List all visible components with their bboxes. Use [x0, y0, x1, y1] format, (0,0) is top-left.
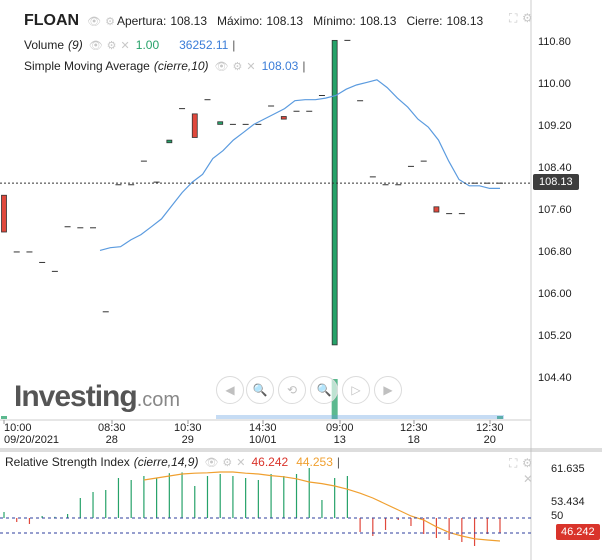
time-tick-label: 10:00 09/20/2021 [4, 422, 60, 446]
candle [166, 139, 173, 144]
logo-suffix: .com [136, 389, 181, 411]
volume-bar [497, 416, 503, 419]
scroll-right-button[interactable]: ▷ [342, 376, 370, 404]
price-tick-label: 104.40 [538, 372, 572, 384]
price-tick-label: 106.00 [538, 288, 572, 300]
candle [191, 113, 198, 138]
candles [1, 39, 503, 346]
high-label: Máximo: [217, 14, 263, 28]
volume-label: Volume [24, 38, 65, 52]
rsi-label: Relative Strength Index [5, 455, 130, 469]
price-tick-label: 107.60 [538, 204, 572, 216]
candle [433, 206, 440, 213]
fullscreen-icon[interactable]: ⛶ [509, 456, 518, 470]
rsi-tick-label: 53.434 [551, 496, 585, 509]
volume-legend: Volume (9) 👁 ⚙ ✕ 1.00 36252.11 | [24, 38, 235, 52]
open-label: Apertura: [116, 14, 167, 28]
close-icon[interactable]: ✕ [120, 39, 130, 52]
eye-icon[interactable]: 👁 [87, 15, 102, 28]
legend-divider: | [336, 455, 341, 469]
eye-icon[interactable]: 👁 [204, 456, 219, 469]
volume-value-2: 36252.11 [179, 38, 229, 52]
rsi-bars [3, 468, 501, 546]
low-label: Mínimo: [313, 14, 356, 28]
candle [1, 194, 7, 233]
high-value: 108.13 [266, 14, 304, 28]
sma-line [99, 79, 500, 251]
close-icon[interactable]: ✕ [246, 60, 256, 73]
price-tick-label: 110.00 [538, 78, 571, 90]
time-tick-label: 12:30 20 [476, 422, 504, 446]
price-tick-label: 108.40 [538, 162, 572, 174]
price-tick-label: 109.20 [538, 120, 572, 132]
zoom-out-button[interactable]: 🔍 [246, 376, 274, 404]
rsi-tick-label: 50 [551, 510, 564, 522]
legend-divider: | [232, 38, 236, 52]
eye-icon[interactable]: 👁 [214, 60, 229, 73]
reset-zoom-button[interactable]: ⟲ [278, 376, 306, 404]
sma-value: 108.03 [261, 59, 299, 73]
investing-logo: Investing.com [14, 380, 180, 414]
volume-params: (9) [68, 38, 83, 52]
legend-divider: | [302, 59, 306, 73]
time-tick-label: 09:00 13 [326, 422, 354, 446]
logo-text: Investing [14, 380, 138, 413]
go-to-end-button[interactable]: ▶ [374, 376, 402, 404]
volume-overlay-strip [216, 415, 504, 419]
eye-icon[interactable]: 👁 [88, 39, 103, 52]
time-tick-label: 10:30 29 [174, 422, 202, 446]
price-tick-label: 105.20 [538, 330, 572, 342]
rsi-legend: Relative Strength Index (cierre,14,9) 👁 … [5, 455, 340, 469]
rsi-current-tag: 46.242 [556, 524, 600, 540]
close-icon[interactable]: ✕ [236, 456, 246, 469]
sma-label: Simple Moving Average [24, 59, 150, 73]
close-icon[interactable]: ✕ [523, 472, 534, 486]
settings-icon[interactable]: ⚙ [232, 60, 243, 73]
close-label: Cierre: [406, 14, 443, 28]
time-tick-label: 12:30 18 [400, 422, 428, 446]
time-tick-label: 14:30 10/01 [249, 422, 277, 446]
price-tick-label: 106.80 [538, 246, 572, 258]
settings-icon[interactable]: ⚙ [522, 11, 533, 25]
symbol-label: FLOAN [24, 12, 80, 29]
rsi-signal-line [143, 471, 501, 542]
fullscreen-icon[interactable]: ⛶ [509, 11, 518, 25]
current-price-tag: 108.13 [533, 174, 579, 190]
zoom-in-button[interactable]: 🔍 [310, 376, 338, 404]
rsi-value-1: 46.242 [251, 455, 289, 469]
price-tick-label: 110.80 [538, 36, 571, 48]
rsi-value-2: 44.253 [296, 455, 333, 469]
volume-value-1: 1.00 [135, 38, 160, 52]
volume-bar [1, 416, 7, 419]
candle [280, 116, 287, 120]
time-tick-label: 08:30 28 [98, 422, 126, 446]
settings-icon[interactable]: ⚙ [522, 456, 533, 470]
rsi-params: (cierre,14,9) [133, 455, 199, 469]
settings-icon[interactable]: ⚙ [222, 456, 233, 469]
candle [217, 121, 224, 125]
ohlc-legend: FLOAN 👁 ⚙ Apertura: 108.13 Máximo: 108.1… [24, 12, 493, 30]
scroll-left-button[interactable]: ◀ [216, 376, 244, 404]
sma-params: (cierre,10) [153, 59, 209, 73]
settings-icon[interactable]: ⚙ [105, 15, 115, 28]
close-value: 108.13 [446, 14, 484, 28]
candle [331, 39, 338, 346]
sma-legend: Simple Moving Average (cierre,10) 👁 ⚙ ✕ … [24, 59, 305, 73]
settings-icon[interactable]: ⚙ [106, 39, 117, 52]
open-value: 108.13 [170, 14, 208, 28]
rsi-tick-label: 61.635 [551, 463, 585, 476]
low-value: 108.13 [359, 14, 397, 28]
